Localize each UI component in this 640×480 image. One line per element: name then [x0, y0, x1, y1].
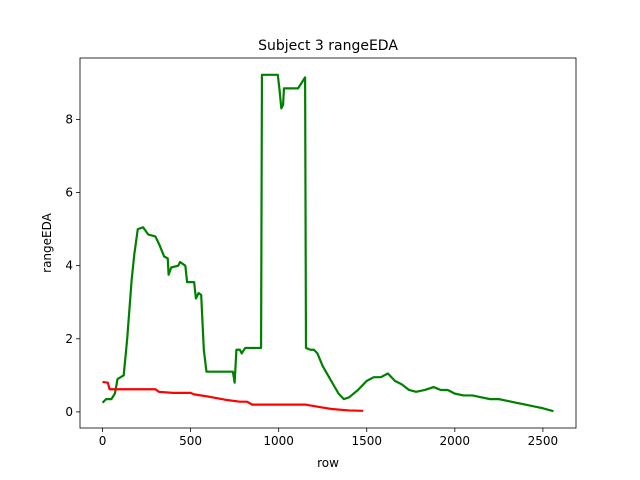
data-line	[102, 380, 364, 412]
x-tick-label: 2000	[440, 434, 471, 448]
y-tick-label: 2	[65, 332, 73, 346]
chart-title: Subject 3 rangeEDA	[258, 38, 398, 54]
x-tick-label: 500	[179, 434, 202, 448]
x-tick-label: 0	[99, 434, 107, 448]
plot-frame	[79, 57, 577, 429]
data-line	[101, 73, 554, 413]
y-tick-label: 4	[65, 259, 73, 273]
x-axis-label: row	[317, 456, 339, 470]
y-tick-label: 0	[65, 405, 73, 419]
y-axis-label: rangeEDA	[40, 212, 54, 273]
x-tick-label: 1500	[351, 434, 382, 448]
y-tick-label: 6	[65, 186, 73, 200]
x-tick-label: 1000	[263, 434, 294, 448]
x-tick-label: 2500	[528, 434, 559, 448]
y-tick-label: 8	[65, 112, 73, 126]
